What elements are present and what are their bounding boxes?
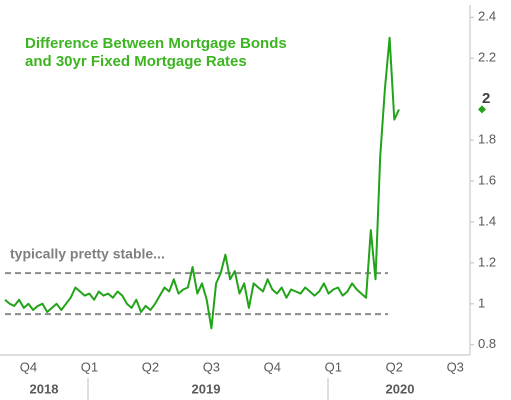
x-tick-label: Q2 [386,359,403,374]
y-tick-label: 0.8 [478,336,496,351]
chart-title: Difference Between Mortgage Bonds [25,35,287,52]
chart-title: and 30yr Fixed Mortgage Rates [25,53,247,70]
x-tick-label: Q1 [81,359,98,374]
y-tick-label: 2.4 [478,9,496,24]
year-label: 2018 [30,381,59,396]
x-tick-label: Q4 [20,359,37,374]
series-line [4,36,400,330]
year-label: 2020 [386,381,415,396]
y-tick-label: 1 [478,295,485,310]
year-label: 2019 [192,381,221,396]
y-tick-label: 2.2 [478,50,496,65]
x-tick-label: Q4 [264,359,281,374]
x-tick-label: Q3 [203,359,220,374]
x-tick-label: Q1 [325,359,342,374]
end-marker [478,105,486,114]
end-label: 2 [482,90,490,107]
y-tick-label: 1.8 [478,132,496,147]
y-tick-label: 1.6 [478,172,496,187]
annotation: typically pretty stable... [10,246,165,262]
x-tick-label: Q2 [142,359,159,374]
y-tick-label: 1.2 [478,254,496,269]
y-tick-label: 1.4 [478,213,496,228]
x-tick-label: Q3 [447,359,464,374]
